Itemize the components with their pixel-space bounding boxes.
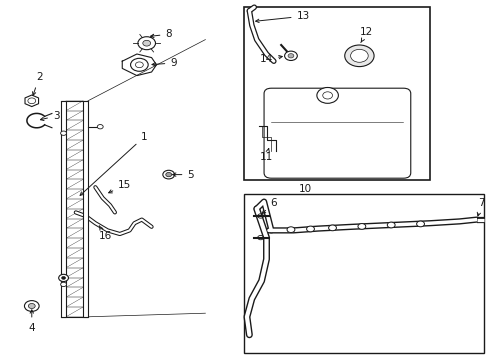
Circle shape (24, 301, 39, 311)
Bar (244, 7, 429, 180)
Circle shape (61, 131, 66, 135)
Text: 5: 5 (172, 170, 194, 180)
Circle shape (97, 125, 103, 129)
Circle shape (357, 224, 365, 229)
Text: 1: 1 (80, 132, 147, 195)
Circle shape (328, 225, 336, 231)
Text: 16: 16 (98, 226, 112, 241)
Circle shape (165, 172, 171, 177)
Circle shape (61, 276, 65, 279)
Polygon shape (25, 95, 39, 107)
Text: 11: 11 (259, 148, 273, 162)
Circle shape (28, 303, 35, 309)
Text: 8: 8 (150, 29, 172, 39)
Circle shape (287, 54, 293, 58)
Circle shape (286, 227, 294, 233)
Circle shape (416, 221, 424, 227)
Bar (61, 101, 66, 317)
Text: 10: 10 (299, 184, 311, 194)
Circle shape (138, 37, 155, 50)
Text: 12: 12 (359, 27, 373, 42)
Text: 13: 13 (255, 11, 309, 23)
Circle shape (306, 226, 314, 232)
Circle shape (61, 282, 66, 287)
Bar (244, 194, 483, 353)
Circle shape (284, 51, 297, 60)
Circle shape (344, 45, 373, 67)
Text: 14: 14 (259, 54, 282, 64)
Circle shape (350, 49, 367, 62)
FancyBboxPatch shape (264, 88, 410, 178)
Text: 15: 15 (108, 180, 131, 193)
Text: 3: 3 (41, 111, 60, 121)
Circle shape (163, 170, 174, 179)
Bar (83, 101, 88, 317)
Circle shape (386, 222, 394, 228)
Text: 4: 4 (28, 310, 35, 333)
Circle shape (59, 274, 68, 282)
Circle shape (130, 58, 148, 71)
Text: 9: 9 (152, 58, 177, 68)
Text: 7: 7 (476, 198, 484, 216)
Text: 6: 6 (262, 198, 277, 213)
Text: 2: 2 (33, 72, 42, 95)
Circle shape (142, 40, 150, 46)
Circle shape (316, 87, 338, 103)
